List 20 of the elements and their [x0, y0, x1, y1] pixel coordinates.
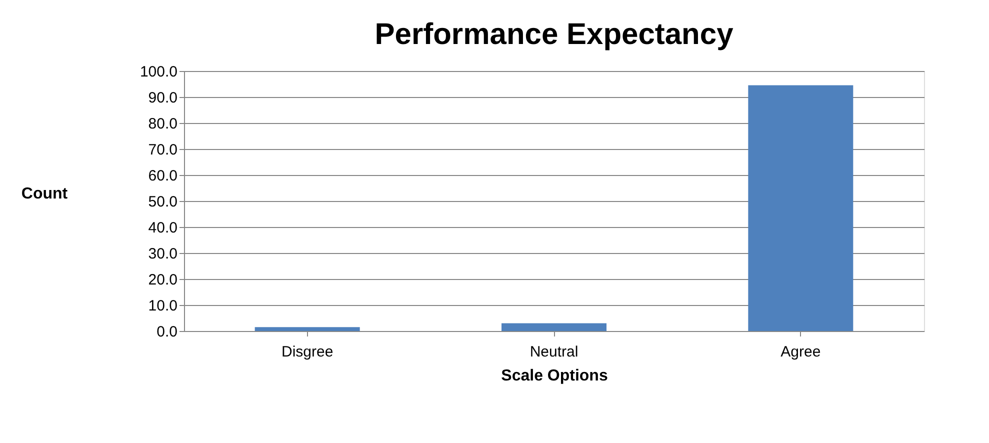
y-tick-label: 40.0	[148, 220, 178, 236]
y-tick-label: 80.0	[148, 116, 178, 132]
x-tick-label: Agree	[780, 344, 821, 360]
y-tick-label: 50.0	[148, 194, 178, 210]
y-tick-label: 30.0	[148, 246, 178, 262]
y-tick-label: 90.0	[148, 90, 178, 106]
x-tick-label: Neutral	[530, 344, 578, 360]
y-tick-label: 0.0	[156, 324, 178, 340]
y-tick-label: 20.0	[148, 272, 178, 288]
x-tick-label: Disgree	[281, 344, 334, 360]
bar	[254, 327, 360, 331]
bar	[748, 85, 854, 331]
chart-title: Performance Expectancy	[374, 18, 734, 51]
y-tick-label: 70.0	[148, 142, 178, 158]
y-axis-title: Count	[21, 186, 68, 202]
y-tick-label: 10.0	[148, 298, 178, 314]
y-tick-label: 60.0	[148, 168, 178, 184]
x-axis-title: Scale Options	[501, 368, 608, 384]
y-tick-label: 100.0	[140, 64, 178, 80]
bar	[502, 323, 606, 331]
